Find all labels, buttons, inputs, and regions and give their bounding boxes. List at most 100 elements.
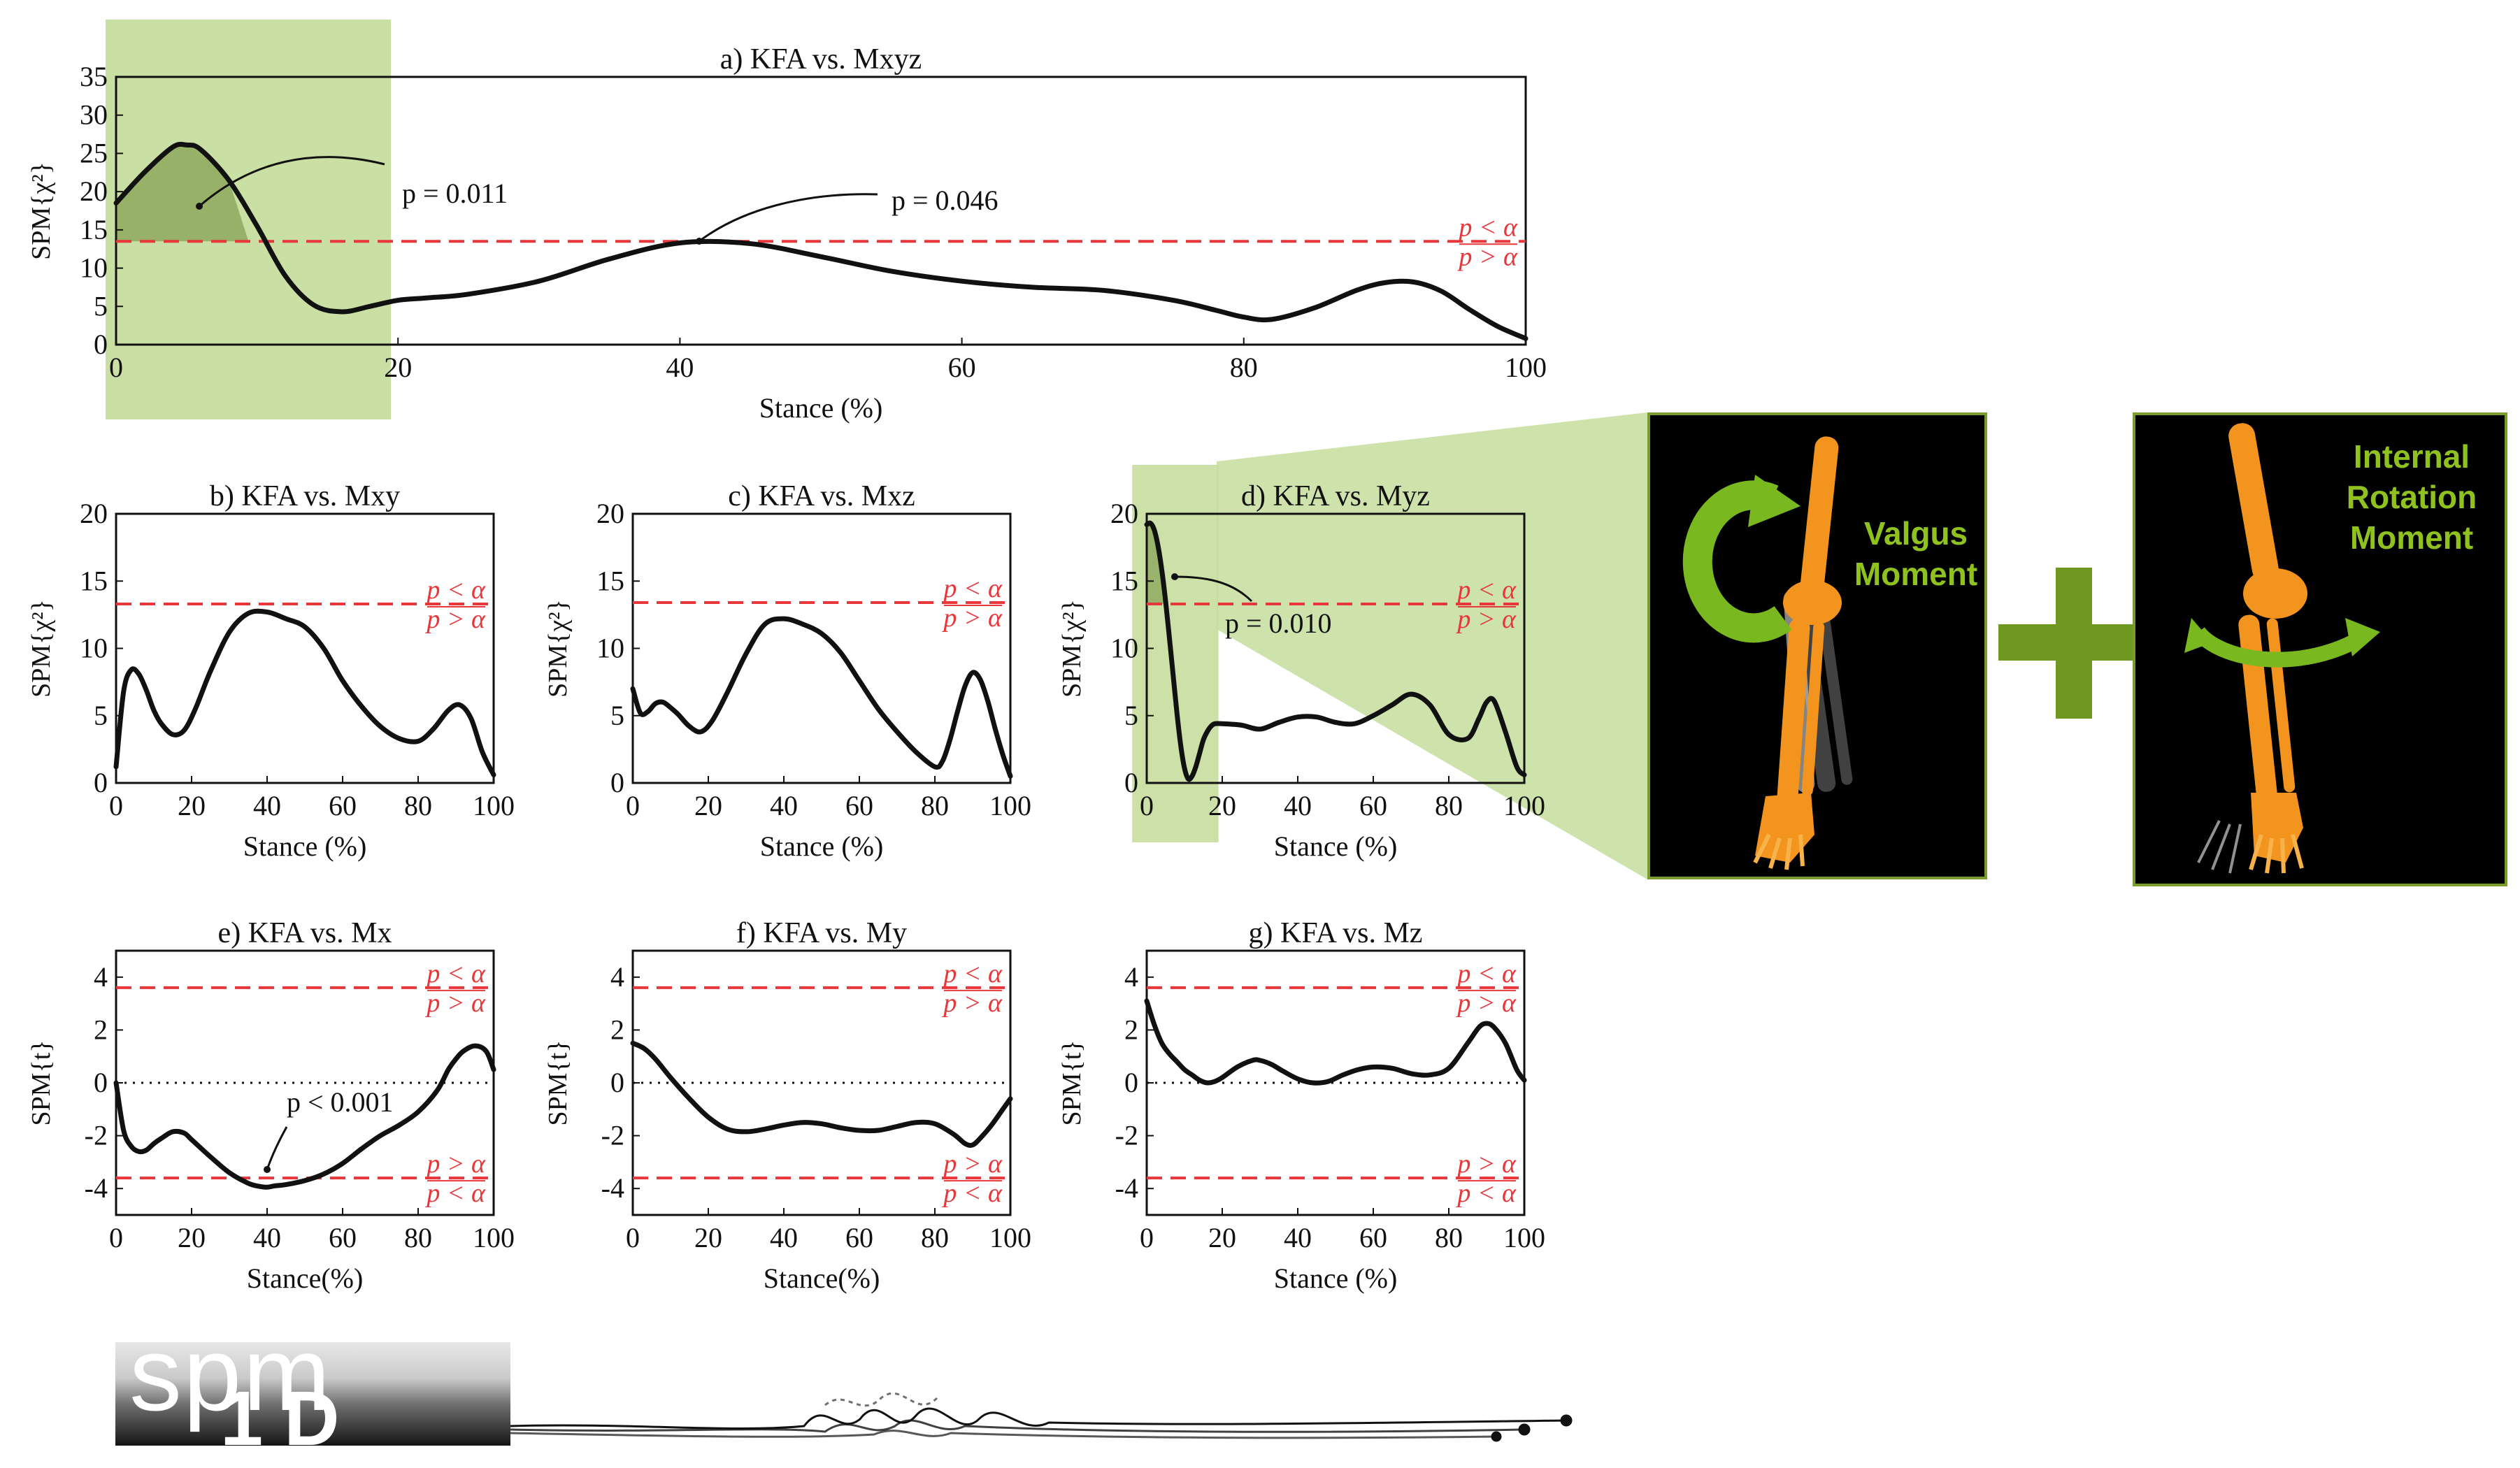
leg-rotation-illustration bbox=[2184, 423, 2380, 874]
threshold-label-above: p < α bbox=[941, 574, 1003, 603]
annotation-arrow bbox=[199, 156, 385, 208]
y-tick-label: 2 bbox=[94, 1014, 108, 1045]
y-tick-label: 0 bbox=[1124, 767, 1138, 798]
threshold-label-below: p > α bbox=[1456, 242, 1518, 271]
annotation-arrowhead bbox=[264, 1166, 271, 1173]
internal-label-line3: Moment bbox=[2349, 519, 2474, 556]
x-tick-label: 40 bbox=[253, 790, 281, 821]
chart-c: 0 20 40 60 80 100 0 5 10 15 20 p < αp > α c) KFA vs.… bbox=[543, 480, 1031, 862]
annotation-arrowhead bbox=[1171, 573, 1178, 580]
x-tick-label: 80 bbox=[404, 1222, 432, 1253]
spm-curve bbox=[630, 616, 1013, 779]
suprathreshold-cluster bbox=[1147, 523, 1166, 604]
plot-frame bbox=[115, 512, 495, 784]
x-tick-label: 60 bbox=[329, 1222, 357, 1253]
y-tick-label: 2 bbox=[1124, 1014, 1138, 1045]
x-tick-label: 60 bbox=[329, 790, 357, 821]
y-tick-label: 10 bbox=[80, 252, 108, 284]
y-tick-label: 0 bbox=[610, 767, 624, 798]
y-tick-label: -4 bbox=[85, 1172, 108, 1204]
threshold-label-below: p > α bbox=[941, 603, 1003, 633]
x-tick-label: 20 bbox=[694, 790, 722, 821]
y-tick-label: 0 bbox=[1124, 1067, 1138, 1098]
spm-curve bbox=[113, 608, 496, 777]
valgus-label-line1: Valgus bbox=[1863, 515, 1968, 552]
annotation-arrow bbox=[699, 193, 878, 243]
x-tick-label: 100 bbox=[989, 1222, 1031, 1253]
x-tick-label: 40 bbox=[666, 352, 694, 383]
chart-d: 0 20 40 60 80 100 0 5 10 15 20 p < αp > α d) KFA vs.… bbox=[1057, 465, 1545, 862]
x-tick-label: 0 bbox=[109, 352, 123, 383]
y-tick-label: -4 bbox=[601, 1172, 624, 1204]
y-axis-label: SPM{t} bbox=[543, 1039, 573, 1125]
y-tick-label: 20 bbox=[80, 498, 108, 529]
x-tick-label: 40 bbox=[770, 1222, 798, 1253]
annotation-arrowhead bbox=[696, 238, 703, 245]
spm-curve bbox=[113, 1043, 496, 1190]
threshold-label-below: p > α bbox=[1455, 988, 1517, 1018]
y-tick-label: 10 bbox=[80, 633, 108, 664]
threshold-label-below: p > α bbox=[424, 605, 486, 634]
threshold-label-above: p < α bbox=[1455, 959, 1517, 988]
y-tick-label: 4 bbox=[94, 961, 108, 993]
chart-title: a) KFA vs. Mxyz bbox=[720, 43, 922, 75]
y-tick-label: 5 bbox=[1124, 700, 1138, 731]
y-tick-label: -2 bbox=[1115, 1120, 1138, 1151]
logo-spm-text: spm bbox=[129, 1315, 332, 1432]
x-tick-label: 60 bbox=[948, 352, 976, 383]
y-tick-label: 15 bbox=[80, 214, 108, 245]
plus-icon bbox=[1998, 568, 2149, 719]
y-tick-label: 25 bbox=[80, 137, 108, 168]
y-tick-label: 20 bbox=[596, 498, 624, 529]
x-tick-label: 80 bbox=[1435, 1222, 1463, 1253]
threshold-label-above: p < α bbox=[941, 959, 1003, 988]
valgus-label-line2: Moment bbox=[1854, 556, 1978, 592]
threshold-label-below: p > α bbox=[424, 988, 486, 1018]
x-tick-label: 0 bbox=[109, 790, 123, 821]
y-tick-label: 15 bbox=[80, 565, 108, 596]
chart-title: g) KFA vs. Mz bbox=[1249, 917, 1423, 949]
y-axis-label: SPM{χ²} bbox=[27, 599, 56, 698]
plot-frame bbox=[115, 75, 1527, 346]
logo-traces bbox=[510, 1392, 1573, 1442]
y-tick-label: 10 bbox=[596, 633, 624, 664]
x-tick-label: 20 bbox=[178, 790, 206, 821]
threshold-label-below: p > α bbox=[1455, 605, 1517, 634]
x-tick-label: 80 bbox=[921, 1222, 949, 1253]
threshold-label-above: p < α bbox=[1456, 213, 1518, 242]
y-tick-label: 20 bbox=[1110, 498, 1138, 529]
x-tick-label: 0 bbox=[1140, 1222, 1154, 1253]
x-tick-label: 40 bbox=[1284, 1222, 1312, 1253]
internal-label-line1: Internal bbox=[2353, 438, 2470, 475]
x-tick-label: 40 bbox=[253, 1222, 281, 1253]
x-axis-label: Stance(%) bbox=[247, 1262, 364, 1294]
y-tick-label: 2 bbox=[610, 1014, 624, 1045]
x-axis-label: Stance(%) bbox=[764, 1262, 880, 1294]
x-tick-label: 60 bbox=[845, 790, 873, 821]
y-tick-label: -2 bbox=[85, 1120, 108, 1151]
internal-rotation-label: Internal Rotation Moment bbox=[2324, 436, 2499, 558]
x-axis-label: Stance (%) bbox=[1274, 1262, 1398, 1294]
internal-rotation-panel: Internal Rotation Moment bbox=[2133, 412, 2507, 886]
valgus-moment-panel: Valgus Moment bbox=[1647, 412, 1987, 879]
x-tick-label: 60 bbox=[1359, 1222, 1387, 1253]
x-tick-label: 0 bbox=[626, 1222, 640, 1253]
y-tick-label: 5 bbox=[94, 290, 108, 322]
x-tick-label: 80 bbox=[1435, 790, 1463, 821]
y-tick-label: -2 bbox=[601, 1120, 624, 1151]
valgus-label: Valgus Moment bbox=[1849, 513, 1982, 594]
y-tick-label: 30 bbox=[80, 99, 108, 131]
x-tick-label: 80 bbox=[921, 790, 949, 821]
plot-frame bbox=[631, 512, 1012, 784]
spm-curve bbox=[1144, 520, 1527, 782]
x-tick-label: 100 bbox=[1503, 1222, 1545, 1253]
chart-title: b) KFA vs. Mxy bbox=[210, 480, 400, 512]
x-tick-label: 60 bbox=[1359, 790, 1387, 821]
x-axis-label: Stance (%) bbox=[243, 830, 367, 862]
